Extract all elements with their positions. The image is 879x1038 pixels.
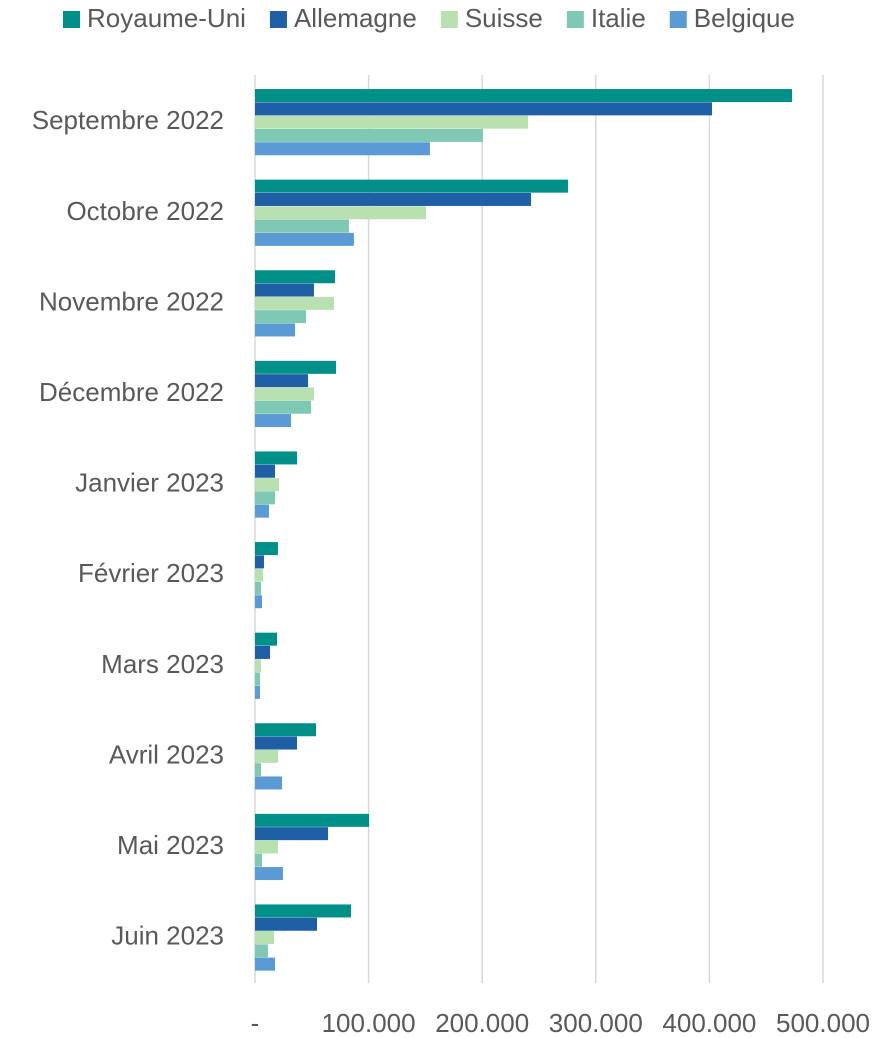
bar: [255, 464, 275, 478]
bar: [255, 736, 298, 750]
bar: [255, 632, 278, 646]
bar: [255, 179, 568, 193]
legend-swatch: [440, 11, 458, 28]
y-tick-label: Avril 2023: [109, 739, 224, 769]
bar: [255, 451, 298, 465]
bar: [255, 763, 262, 777]
bar: [255, 645, 270, 659]
bar: [255, 296, 334, 310]
bar: [255, 387, 314, 401]
y-tick-label: Mai 2023: [117, 830, 224, 860]
bar: [255, 115, 528, 129]
x-tick-label: 400.000: [662, 1008, 756, 1038]
bar: [255, 904, 351, 918]
bar: [255, 827, 329, 841]
bar: [255, 400, 312, 414]
x-tick-label: 500.000: [776, 1008, 870, 1038]
bar: [255, 491, 275, 505]
bar: [255, 853, 263, 867]
bar: [255, 957, 275, 971]
bar: [255, 504, 269, 518]
bar: [255, 102, 713, 116]
bar: [255, 776, 283, 790]
y-tick-label: Janvier 2023: [75, 468, 224, 498]
bar: [255, 672, 260, 686]
bar: [255, 283, 314, 297]
bar: [255, 917, 318, 931]
y-tick-label: Septembre 2022: [32, 105, 224, 135]
x-tick-label: 100.000: [322, 1008, 416, 1038]
y-tick-label: Novembre 2022: [39, 286, 224, 316]
bar: [255, 89, 792, 103]
bar: [255, 840, 278, 854]
bar: [255, 659, 262, 673]
legend-label: Belgique: [694, 3, 795, 33]
bar: [255, 206, 426, 220]
bar: [255, 568, 263, 582]
bar: [255, 555, 264, 569]
legend-swatch: [269, 11, 287, 28]
legend-swatch: [566, 11, 584, 28]
bar: [255, 749, 278, 763]
x-tick-label: 200.000: [435, 1008, 529, 1038]
bar: [255, 128, 483, 142]
bar: [255, 232, 354, 246]
bar: [255, 478, 279, 492]
bar: [255, 310, 307, 324]
legend-swatch: [669, 11, 687, 28]
bar: [255, 414, 292, 428]
bar: [255, 595, 263, 609]
bar: [255, 813, 370, 827]
bar: [255, 723, 317, 737]
bar: [255, 360, 336, 374]
bar: [255, 931, 274, 945]
y-tick-label: Février 2023: [78, 558, 224, 588]
y-tick-label: Octobre 2022: [66, 196, 224, 226]
legend-label: Suisse: [465, 3, 543, 33]
bar: [255, 581, 262, 595]
bar: [255, 270, 335, 284]
bar: [255, 374, 309, 388]
bar: [255, 323, 295, 337]
legend-label: Royaume-Uni: [87, 3, 246, 33]
x-tick-label: -: [251, 1008, 260, 1038]
bar: [255, 944, 268, 958]
bar: [255, 142, 430, 156]
y-tick-label: Juin 2023: [111, 921, 224, 951]
bar: [255, 542, 278, 556]
x-tick-label: 300.000: [549, 1008, 643, 1038]
legend-swatch: [63, 11, 80, 28]
legend-label: Allemagne: [294, 3, 417, 33]
bar: [255, 685, 260, 699]
legend-label: Italie: [591, 3, 646, 33]
y-tick-label: Mars 2023: [101, 649, 224, 679]
y-tick-label: Décembre 2022: [39, 377, 224, 407]
bar: [255, 219, 349, 233]
bar: [255, 867, 283, 881]
bar: [255, 192, 532, 206]
